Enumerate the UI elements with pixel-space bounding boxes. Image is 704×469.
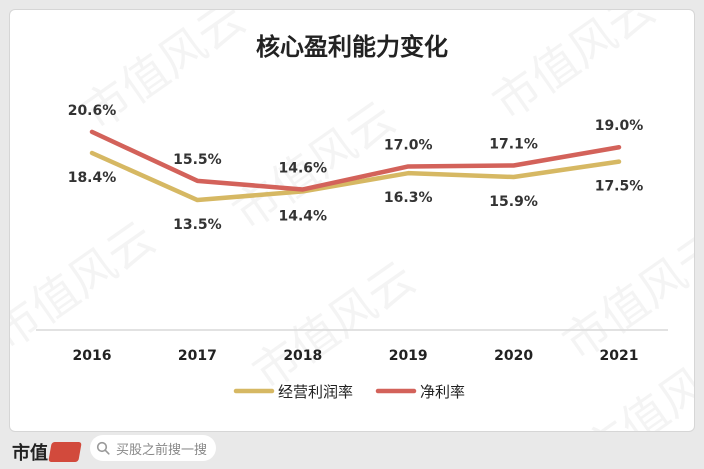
x-tick-label: 2021 [600,348,639,364]
data-label: 14.4% [279,208,328,224]
data-label: 17.0% [384,137,433,153]
brand-logo[interactable]: 市值 [12,439,82,465]
data-label: 14.6% [279,160,328,176]
search-icon [90,441,116,455]
x-tick-label: 2016 [73,348,112,364]
legend-label-0: 经营利润率 [278,383,353,401]
x-tick-label: 2017 [178,348,217,364]
chart-title: 核心盈利能力变化 [256,33,448,61]
x-tick-label: 2018 [283,348,322,364]
legend-label-1: 净利率 [420,383,465,401]
legend: 经营利润率 净利率 [233,383,465,401]
series-line-1 [89,129,622,192]
data-labels: 18.4% 13.5% 14.4% 16.3% 15.9% 17.5% 20.6% 15.5%… [68,103,644,233]
x-tick-label: 2020 [494,348,533,364]
data-label: 15.5% [173,152,222,168]
footer-bar: 市值 买股之前搜一搜 [0,431,704,469]
series-layer [89,129,622,203]
data-label: 20.6% [68,103,117,119]
data-label: 13.5% [173,217,222,233]
data-label: 17.5% [595,179,644,195]
data-label: 18.4% [68,170,117,186]
series-line-0 [89,150,622,203]
brand-text: 市值 [12,443,48,464]
data-label: 17.1% [489,136,538,152]
search-placeholder: 买股之前搜一搜 [116,442,208,458]
x-axis-ticks: 2016 2017 2018 2019 2020 2021 [73,348,639,364]
x-tick-label: 2019 [389,348,428,364]
data-label: 16.3% [384,190,433,206]
search-box[interactable]: 买股之前搜一搜 [90,435,216,461]
chart-card: 市值风云 市值风云 市值风云 市值风云 市值风云 市值风云 市值风云 [9,9,695,432]
brand-seal [48,442,82,462]
data-label: 19.0% [595,118,644,134]
data-label: 15.9% [489,194,538,210]
